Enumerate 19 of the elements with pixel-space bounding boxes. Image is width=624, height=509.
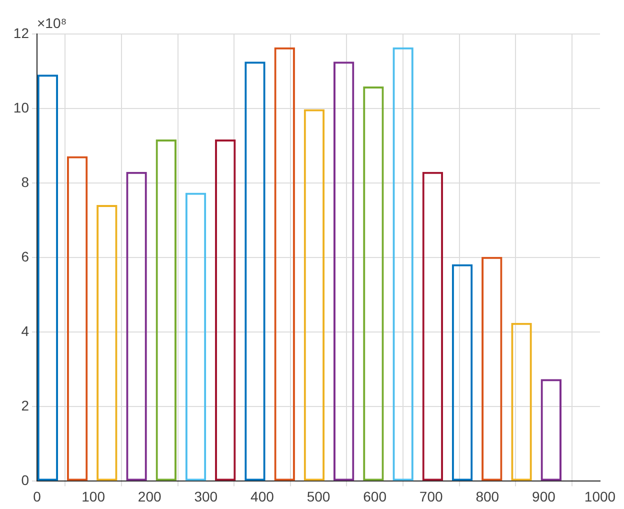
y-tick-label: 6	[21, 248, 30, 264]
text: ×10⁸	[37, 14, 67, 31]
x-tick-label: 300	[194, 488, 218, 504]
x-tick-label: 0	[33, 488, 42, 504]
x-tick-label: 800	[476, 488, 500, 504]
y-tick-label: 8	[21, 174, 30, 190]
y-tick-label: 12	[13, 24, 30, 41]
x-tick-label: 700	[419, 488, 443, 504]
y-tick-label: 4	[21, 322, 30, 339]
y-tick-label: 2	[21, 398, 30, 414]
y-tick-label: 0	[21, 472, 30, 488]
x-tick-label: 200	[138, 488, 162, 504]
x-tick-label: 600	[363, 488, 387, 504]
x-tick-label: 500	[306, 488, 330, 504]
y-tick-label: 10	[13, 99, 30, 116]
x-tick-label: 900	[532, 488, 556, 504]
x-tick-label: 400	[250, 488, 274, 504]
x-tick-label: 1000	[584, 488, 616, 504]
x-tick-label: 100	[82, 488, 106, 504]
